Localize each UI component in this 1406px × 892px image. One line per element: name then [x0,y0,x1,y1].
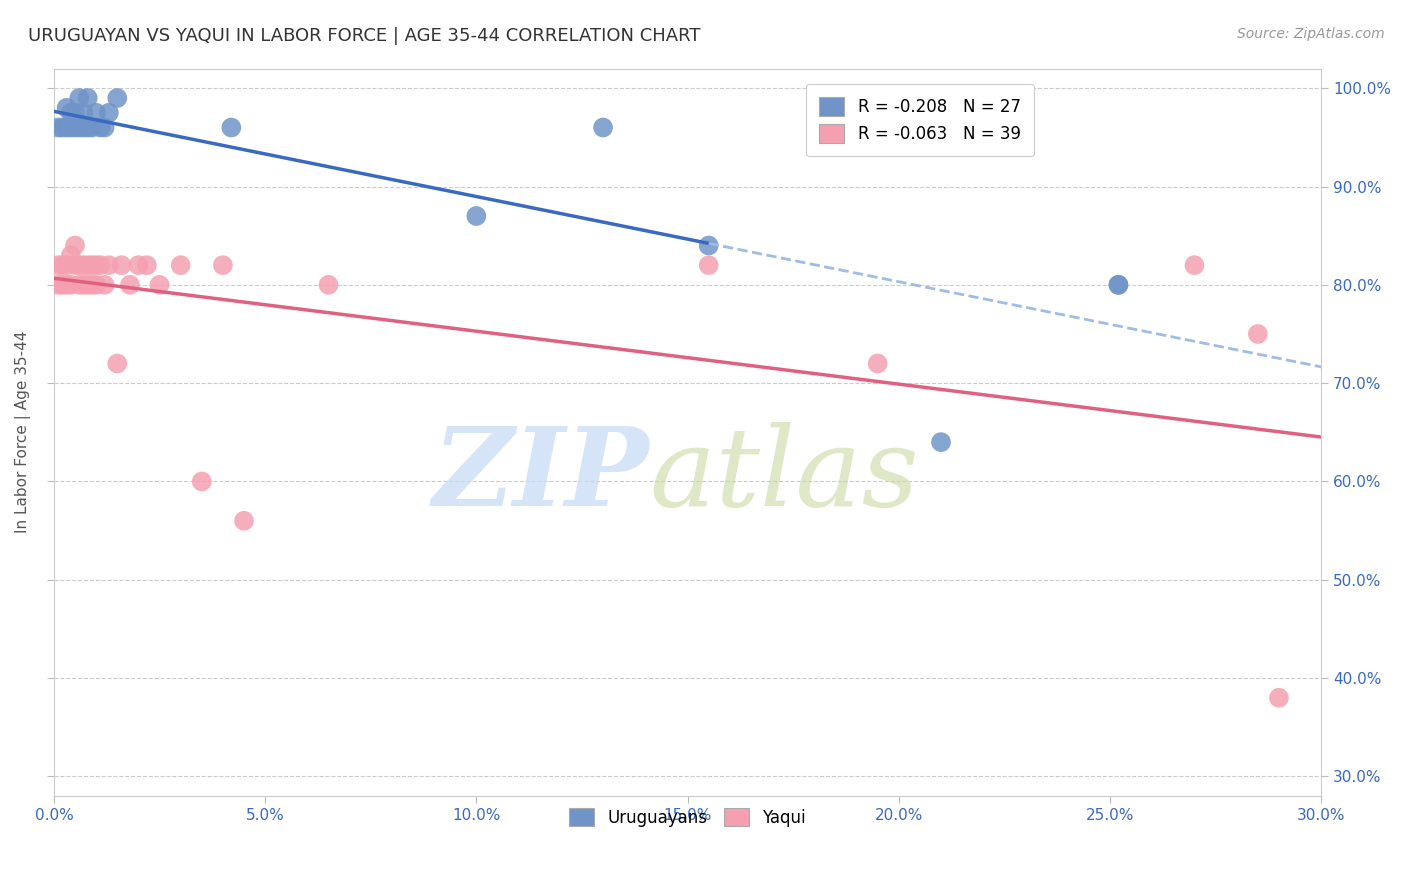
Point [1107,277,1129,292]
Point [72,120,94,135]
Point [866,356,889,370]
Point [89,258,111,272]
Point [93,277,115,292]
Point [51,258,73,272]
Point [72,105,94,120]
Text: atlas: atlas [650,422,920,530]
Point [67,258,90,272]
Point [55,258,77,272]
Point [93,120,115,135]
Point [67,91,90,105]
Point [929,435,952,450]
Point [55,277,77,292]
Text: ZIP: ZIP [433,422,650,530]
Point [1184,258,1206,272]
Point [67,277,90,292]
Point [97,258,120,272]
Point [80,277,103,292]
Point [76,91,98,105]
Point [105,91,128,105]
Point [63,120,86,135]
Point [135,258,157,272]
Point [191,475,214,489]
Point [55,101,77,115]
Point [233,514,256,528]
Point [55,120,77,135]
Point [105,356,128,370]
Point [46,258,69,272]
Point [465,209,488,223]
Point [221,120,243,135]
Point [76,277,98,292]
Point [59,120,82,135]
Point [63,238,86,252]
Point [1107,277,1129,292]
Point [169,258,191,272]
Point [89,120,111,135]
Point [148,277,170,292]
Point [697,238,720,252]
Point [127,258,149,272]
Point [110,258,132,272]
Point [212,258,235,272]
Point [72,277,94,292]
Point [67,120,90,135]
Point [318,277,340,292]
Point [63,105,86,120]
Point [51,277,73,292]
Point [46,277,69,292]
Point [84,258,107,272]
Point [118,277,141,292]
Point [59,248,82,262]
Y-axis label: In Labor Force | Age 35-44: In Labor Force | Age 35-44 [15,331,31,533]
Point [97,105,120,120]
Point [697,258,720,272]
Text: URUGUAYAN VS YAQUI IN LABOR FORCE | AGE 35-44 CORRELATION CHART: URUGUAYAN VS YAQUI IN LABOR FORCE | AGE … [28,27,700,45]
Point [592,120,614,135]
Point [76,258,98,272]
Point [84,105,107,120]
Point [72,258,94,272]
Point [59,277,82,292]
Point [51,120,73,135]
Point [1247,326,1270,341]
Point [80,258,103,272]
Point [59,105,82,120]
Point [1268,690,1291,705]
Point [84,277,107,292]
Point [63,258,86,272]
Text: Source: ZipAtlas.com: Source: ZipAtlas.com [1237,27,1385,41]
Point [46,120,69,135]
Legend: Uruguayans, Yaqui: Uruguayans, Yaqui [561,800,814,835]
Point [76,120,98,135]
Point [80,120,103,135]
